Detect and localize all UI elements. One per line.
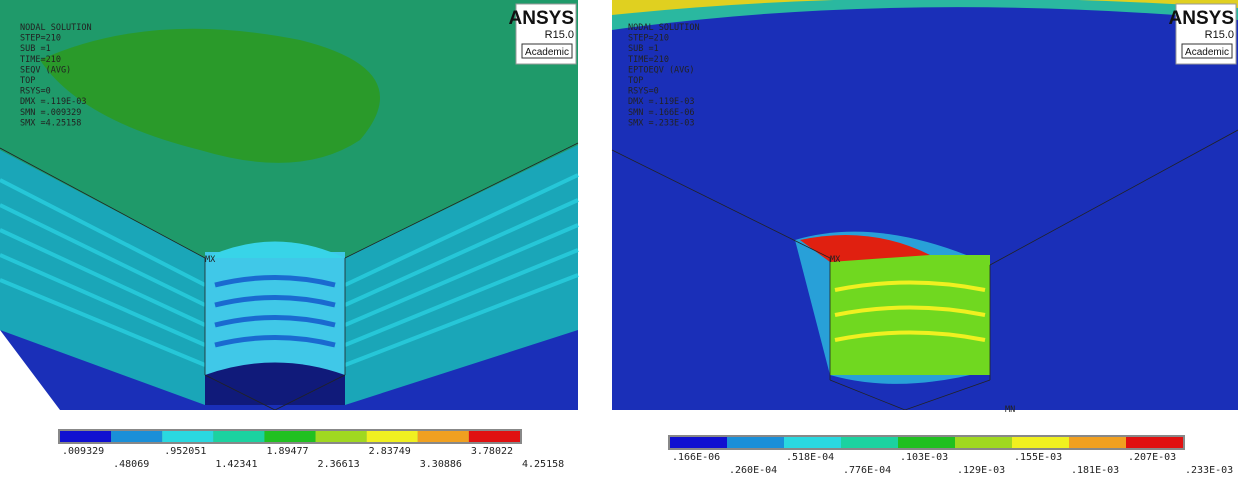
header-line: DMX =.119E-03 xyxy=(20,97,87,107)
header-line: DMX =.119E-03 xyxy=(628,97,695,107)
legend-swatch xyxy=(162,431,213,442)
header-line: SUB =1 xyxy=(20,44,51,54)
legend-label: .48069 xyxy=(113,459,149,470)
marker-label: MX xyxy=(830,255,841,265)
legend-label: .776E-04 xyxy=(843,465,891,476)
legend-swatch xyxy=(367,431,418,442)
legend-swatch xyxy=(469,431,520,442)
header-line: RSYS=0 xyxy=(20,87,51,97)
left-contour xyxy=(0,0,578,477)
header-line: TIME=210 xyxy=(20,55,61,65)
header-line: SUB =1 xyxy=(628,44,659,54)
legend-swatch xyxy=(1012,437,1069,448)
legend-label: 2.83749 xyxy=(369,446,411,457)
screenshot: NODAL SOLUTIONSTEP=210SUB =1TIME=210SEQV… xyxy=(0,0,1238,477)
legend-swatch xyxy=(898,437,955,448)
header-line: TOP xyxy=(628,76,643,86)
right-contour xyxy=(612,0,1238,477)
legend-label: 3.78022 xyxy=(471,446,513,457)
header-line: TIME=210 xyxy=(628,55,669,65)
header-line: NODAL SOLUTION xyxy=(628,23,700,33)
legend-swatch xyxy=(111,431,162,442)
legend-label: .233E-03 xyxy=(1185,465,1233,476)
header-line: TOP xyxy=(20,76,35,86)
header-line: SMX =4.25158 xyxy=(20,118,81,128)
legend-swatch xyxy=(60,431,111,442)
marker-label: MN xyxy=(1005,405,1015,415)
legend-label: .952051 xyxy=(164,446,206,457)
logo-brand: ANSYS xyxy=(1169,8,1234,29)
legend-label: .129E-03 xyxy=(957,465,1005,476)
legend-swatch xyxy=(841,437,898,448)
logo-edition: Academic xyxy=(525,47,569,58)
legend-label: 3.30886 xyxy=(420,459,462,470)
legend-label: 2.36613 xyxy=(318,459,360,470)
logo-version: R15.0 xyxy=(1205,29,1234,41)
header-line: STEP=210 xyxy=(628,34,669,44)
legend-swatch xyxy=(213,431,264,442)
header-line: SMN =.166E-06 xyxy=(628,108,695,118)
legend-label: .166E-06 xyxy=(672,452,720,463)
legend-swatch xyxy=(1069,437,1126,448)
marker-label: MX xyxy=(205,255,216,265)
header-line: STEP=210 xyxy=(20,34,61,44)
legend-swatch xyxy=(727,437,784,448)
legend-label: .207E-03 xyxy=(1128,452,1176,463)
legend-label: .518E-04 xyxy=(786,452,834,463)
legend-label: .155E-03 xyxy=(1014,452,1062,463)
legend-swatch xyxy=(670,437,727,448)
header-line: EPTOEQV (AVG) xyxy=(628,65,695,75)
legend-label: .181E-03 xyxy=(1071,465,1119,476)
legend-label: .103E-03 xyxy=(900,452,948,463)
logo-edition: Academic xyxy=(1185,47,1229,58)
header-line: NODAL SOLUTION xyxy=(20,23,92,33)
legend-label: 4.25158 xyxy=(522,459,564,470)
header-line: SMN =.009329 xyxy=(20,108,81,118)
legend-swatch xyxy=(784,437,841,448)
logo-version: R15.0 xyxy=(545,29,574,41)
legend-swatch xyxy=(1126,437,1183,448)
legend-label: .009329 xyxy=(62,446,104,457)
legend-swatch xyxy=(418,431,469,442)
legend-swatch xyxy=(955,437,1012,448)
header-line: RSYS=0 xyxy=(628,87,659,97)
legend-swatch xyxy=(264,431,315,442)
header-line: SMX =.233E-03 xyxy=(628,118,695,128)
legend-label: 1.89477 xyxy=(266,446,308,457)
header-line: SEQV (AVG) xyxy=(20,65,71,75)
legend-label: 1.42341 xyxy=(215,459,257,470)
legend-label: .260E-04 xyxy=(729,465,777,476)
logo-brand: ANSYS xyxy=(509,8,574,29)
legend-swatch xyxy=(316,431,367,442)
